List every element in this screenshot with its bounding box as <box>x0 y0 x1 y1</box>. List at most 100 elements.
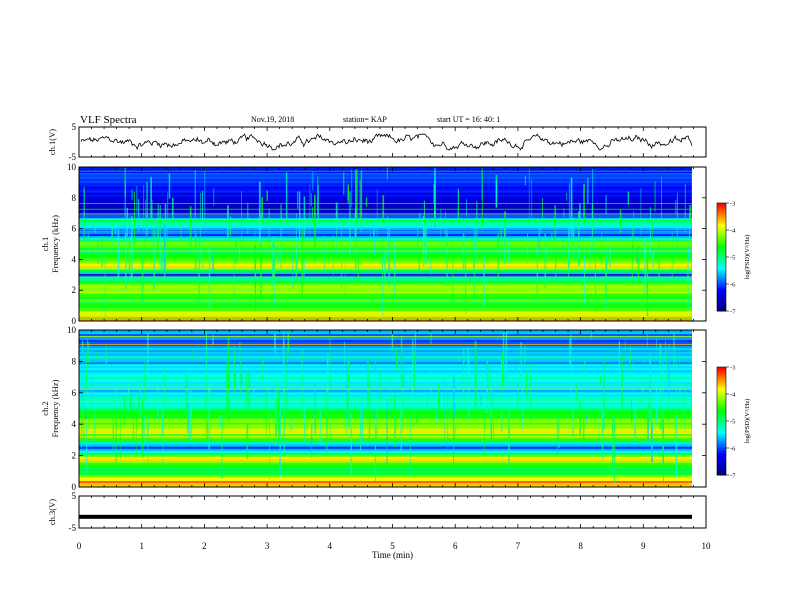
spectrogram-impulse <box>124 168 126 198</box>
spectrogram-line <box>79 440 692 442</box>
y-tick-label: 8 <box>72 193 77 203</box>
colorbar-swatch <box>717 392 726 395</box>
spectrogram-impulse <box>418 255 420 273</box>
spectrogram-row <box>79 285 692 288</box>
spectrogram-impulse <box>185 365 187 416</box>
spectrogram-row <box>79 240 692 243</box>
spectrogram-impulse <box>126 207 128 237</box>
spectrogram-impulse <box>591 203 593 250</box>
spectrogram-impulse <box>168 173 171 199</box>
spectrogram-impulse <box>554 205 556 243</box>
colorbar-swatch <box>717 469 726 472</box>
spectrogram-line <box>79 250 692 252</box>
spectrogram-impulse <box>640 187 642 236</box>
spectrogram-impulse <box>386 399 388 464</box>
colorbar-swatch <box>717 376 726 379</box>
spectrogram-row <box>79 172 692 176</box>
spectrogram-row <box>79 482 692 486</box>
spectrogram-impulse <box>540 222 542 233</box>
spectrogram-impulse <box>619 209 622 233</box>
ch3-waveform-panel: 5 -5 ch.3(V) <box>47 491 707 533</box>
spectrogram-row <box>79 178 692 182</box>
y-tick-label: 10 <box>67 162 77 172</box>
spectrogram-row <box>79 238 692 241</box>
spectrogram-impulse <box>301 229 303 294</box>
spectrogram-impulse <box>354 208 357 269</box>
spectrogram-impulse <box>445 211 446 246</box>
spectrogram-row <box>79 428 692 432</box>
y-tick-label: 2 <box>72 451 77 461</box>
spectrogram-impulse <box>473 237 475 274</box>
x-tick-label: 0 <box>77 541 82 551</box>
spectrogram-row <box>79 370 692 373</box>
spectrogram-impulse <box>163 224 166 279</box>
spectrogram-row <box>79 404 692 407</box>
spectrogram-impulse <box>376 410 378 441</box>
spectrogram-impulse <box>649 351 651 402</box>
spectrogram-row <box>79 214 692 217</box>
colorbar-swatch <box>717 466 726 469</box>
colorbar-swatch <box>717 219 726 222</box>
colorbar-tick-label: -7 <box>730 309 736 316</box>
spectrogram-row <box>79 462 692 466</box>
spectrogram-row <box>79 402 692 405</box>
spectrogram-impulse <box>584 359 586 372</box>
colorbar-swatch <box>717 278 726 281</box>
spectrogram-row <box>79 364 692 367</box>
spectrogram-impulse <box>81 392 83 448</box>
spectrogram-impulse <box>157 203 159 240</box>
spectrogram-impulse <box>303 396 306 442</box>
spectrogram-impulse <box>382 253 384 316</box>
colorbar-swatch <box>717 213 726 217</box>
spectrogram-impulse <box>208 245 211 310</box>
spectrogram-impulse <box>271 236 274 286</box>
spectrogram-row <box>79 245 692 249</box>
spectrogram-impulse <box>207 419 208 441</box>
spectrogram-impulse <box>212 252 214 274</box>
spectrogram-impulse <box>572 392 574 437</box>
y-tick-label: -5 <box>69 152 77 162</box>
spectrogram-impulse <box>400 336 403 388</box>
spectrogram-line <box>79 208 692 210</box>
spectrogram-row <box>79 293 692 296</box>
spectrogram-impulse <box>546 244 548 262</box>
spectrogram-row <box>79 474 692 478</box>
spectrogram-impulse <box>592 168 594 233</box>
spectrogram-impulse <box>503 221 506 264</box>
spectrogram-impulse <box>202 257 204 275</box>
spectrogram-impulse <box>414 330 416 365</box>
colorbar-swatch <box>717 280 726 283</box>
spectrogram-impulse <box>679 388 681 399</box>
spectrogram-impulse <box>598 393 600 441</box>
spectrogram-impulse <box>410 414 411 479</box>
spectrogram-impulse <box>362 393 363 445</box>
spectrogram-impulse <box>202 190 203 224</box>
spectrogram-impulse <box>228 372 230 415</box>
spectrogram-impulse <box>500 359 503 385</box>
spectrogram-impulse <box>247 202 249 235</box>
spectrogram-impulse <box>391 332 394 351</box>
colorbar-swatch <box>717 298 726 301</box>
spectrogram-impulse <box>88 342 90 364</box>
spectrogram-impulse <box>274 380 277 440</box>
colorbar-swatch <box>717 228 726 231</box>
spectrogram-row <box>79 311 692 314</box>
spectrogram-row <box>79 305 692 308</box>
spectrogram-impulse <box>227 336 230 392</box>
spectrogram-impulse <box>136 186 138 213</box>
spectrogram-row <box>79 283 692 286</box>
spectrogram-impulse <box>370 228 371 239</box>
spectrogram-row <box>79 436 692 440</box>
x-tick-label: 4 <box>328 541 333 551</box>
x-tick-label: 2 <box>202 541 207 551</box>
spectrogram-impulse <box>274 333 276 354</box>
spectrogram-impulse <box>658 407 660 419</box>
spectrogram-impulse <box>652 250 655 268</box>
spectrogram-impulse <box>632 245 634 260</box>
colorbar-swatch <box>717 266 726 269</box>
spectrogram-row <box>79 336 692 339</box>
y-tick-label: 8 <box>72 356 77 366</box>
spectrogram-impulse <box>117 229 120 279</box>
spectrogram-impulse <box>631 399 633 422</box>
